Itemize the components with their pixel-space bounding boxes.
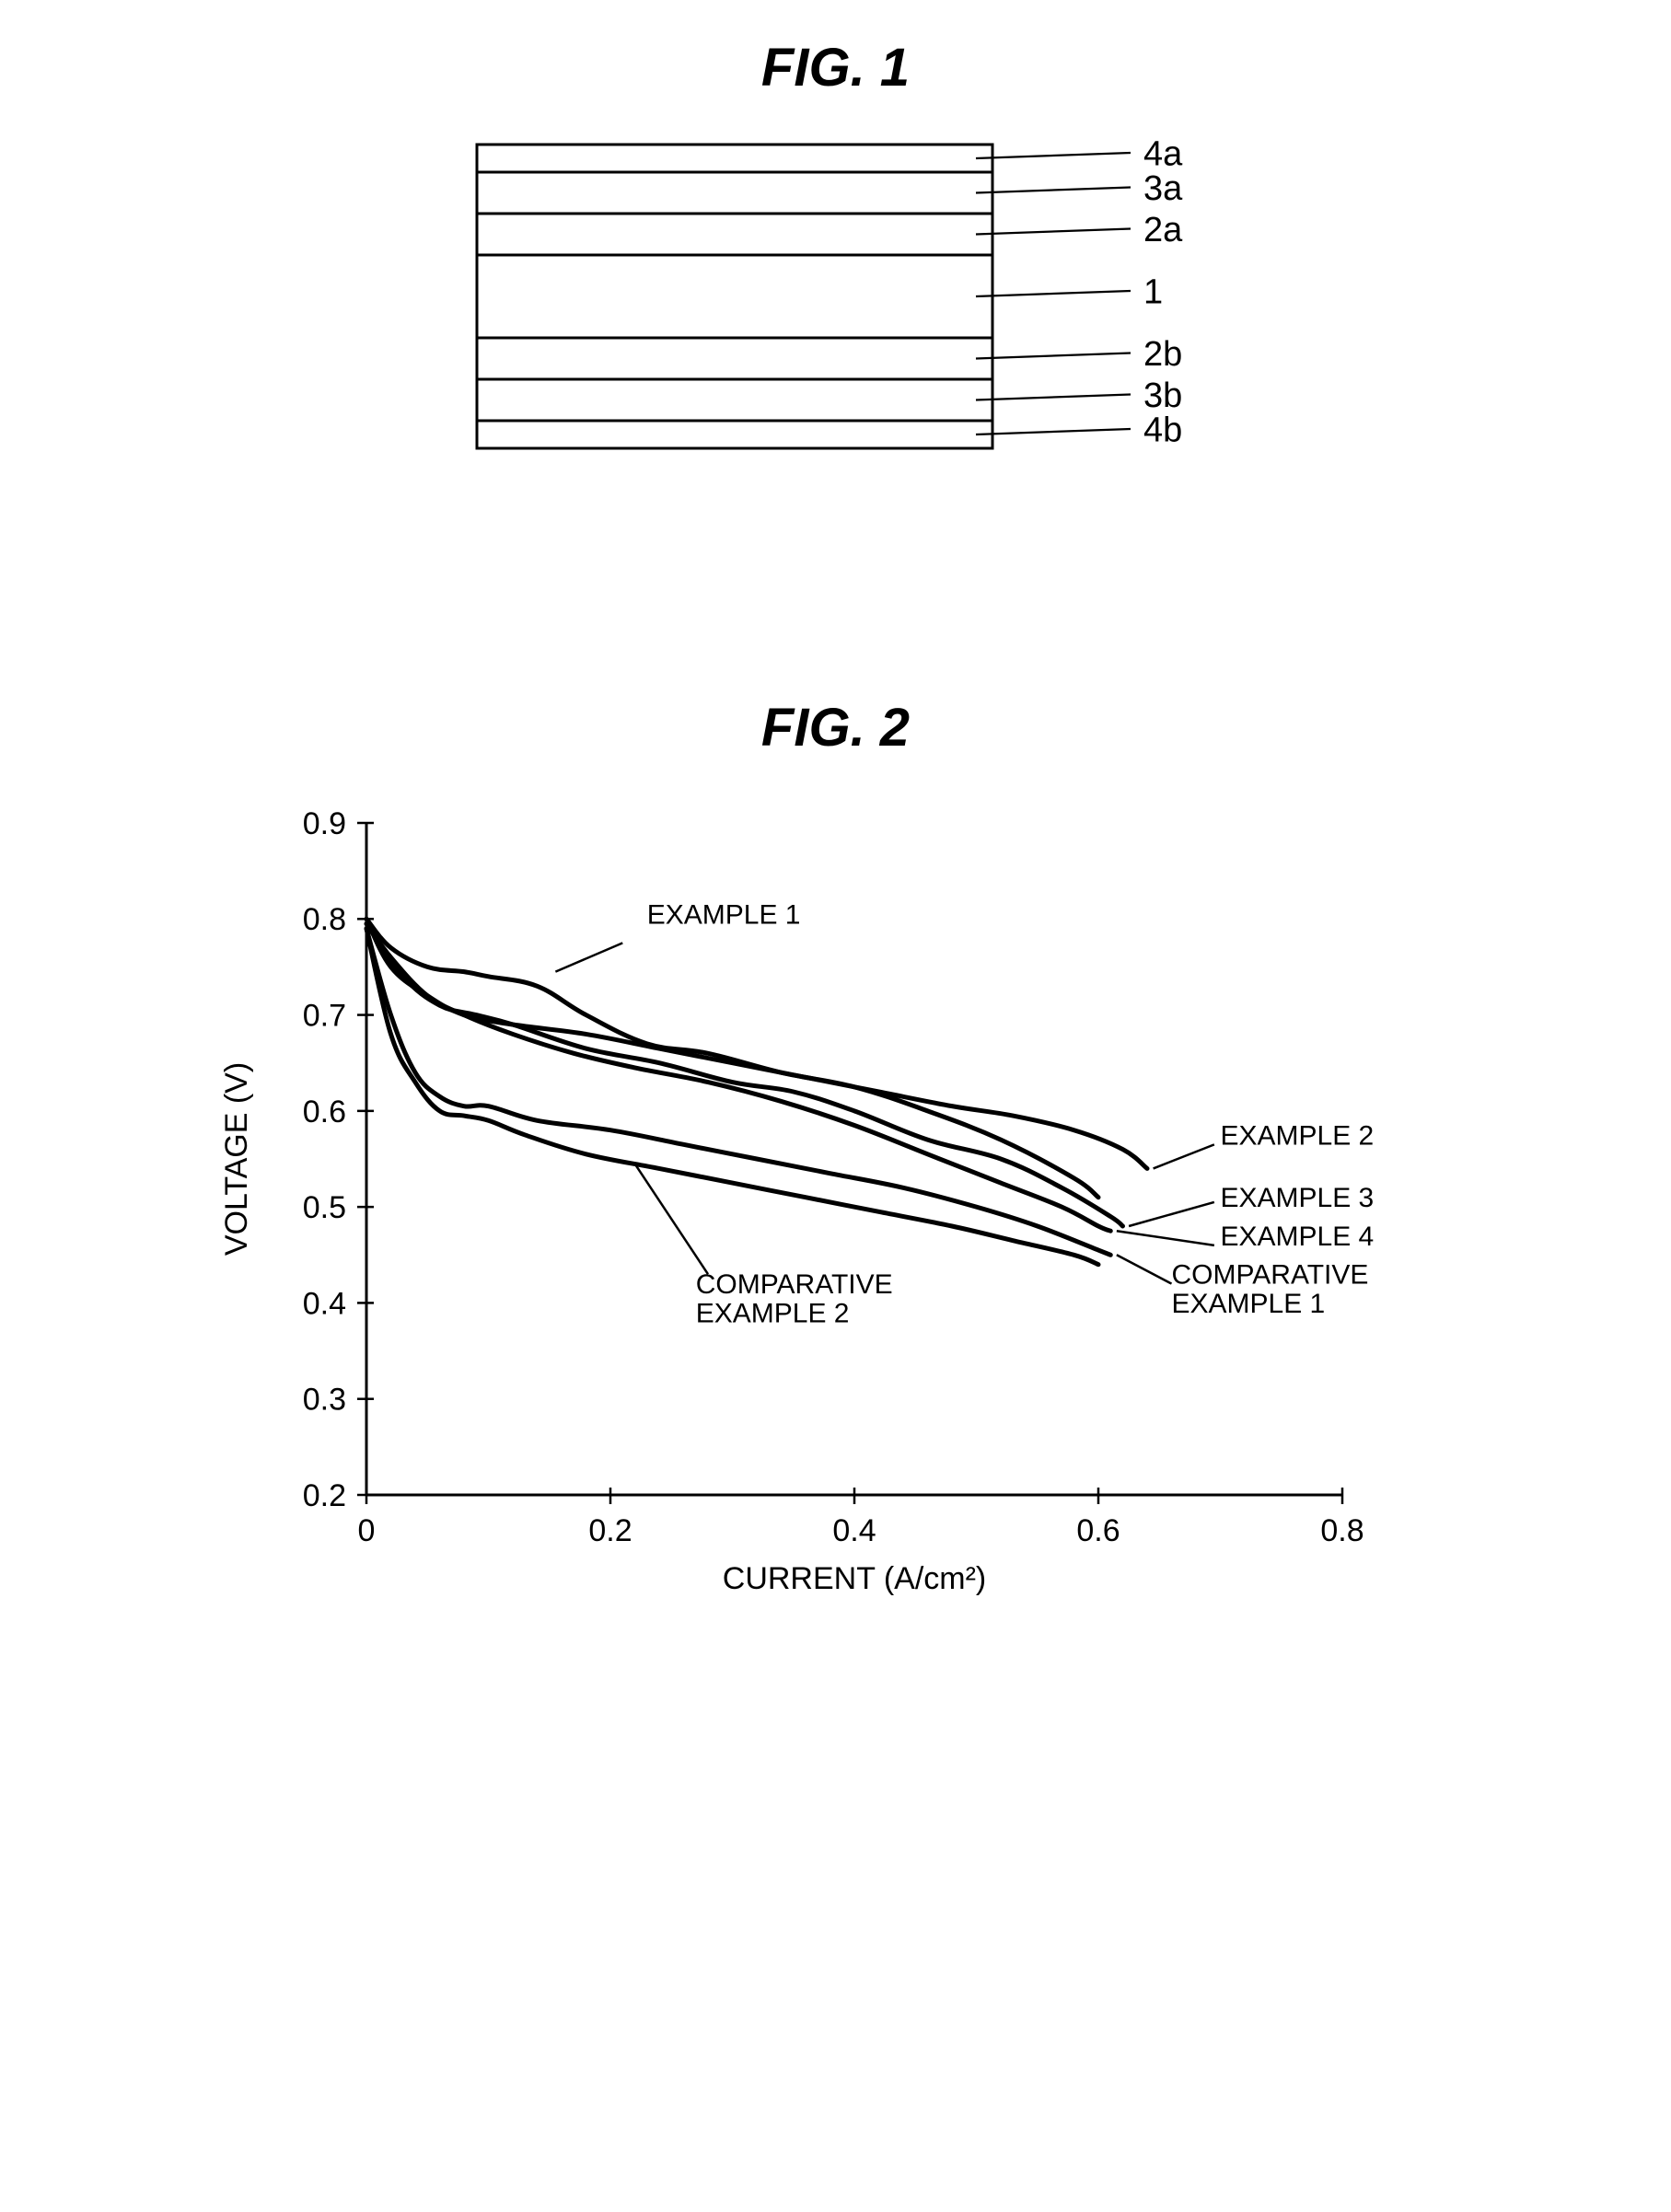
fig1-leader-3a: [976, 188, 1131, 193]
fig1-label-4b: 4b: [1143, 411, 1182, 449]
y-tick-label: 0.9: [302, 806, 345, 841]
fig1-stack-outline: [477, 145, 992, 448]
fig1-leader-4b: [976, 429, 1131, 434]
fig1-label-4a: 4a: [1143, 134, 1183, 173]
fig1-label-2b: 2b: [1143, 335, 1182, 374]
fig1-leader-2b: [976, 353, 1131, 359]
fig2-svg: 0 0.2 0.4 0.6 0.8 0.2 0.3 0.4 0.5 0.6 0.7 0.8 0.9 CUR…: [191, 786, 1480, 1633]
curve-comparative-example-2: [366, 929, 1098, 1265]
fig1-leader-3b: [976, 395, 1131, 400]
label-comparative-example-1: COMPARATIVEEXAMPLE 1: [1171, 1260, 1368, 1320]
y-tick-label: 0.3: [302, 1383, 345, 1418]
fig1-title: FIG. 1: [37, 37, 1634, 98]
x-tick-label: 0.8: [1320, 1513, 1363, 1548]
fig1-leader-2a: [976, 229, 1131, 235]
label-example-1: EXAMPLE 1: [646, 900, 800, 931]
fig1-label-1: 1: [1143, 272, 1163, 311]
label-example-1-leader: [555, 943, 622, 971]
y-tick-label: 0.6: [302, 1094, 345, 1129]
curve-example-3: [366, 924, 1123, 1227]
fig1-label-3a: 3a: [1143, 169, 1183, 208]
label-example-2: EXAMPLE 2: [1220, 1120, 1374, 1151]
fig1-label-2a: 2a: [1143, 211, 1183, 249]
fig1-container: 4a3a2a 1 2b3b4b: [422, 126, 1250, 494]
fig1-label-3b: 3b: [1143, 376, 1182, 415]
y-axis-label: VOLTAGE (V): [219, 1062, 254, 1256]
fig1-leader-1: [976, 291, 1131, 296]
curve-example-2: [366, 919, 1147, 1168]
label-comparative-example-1-leader: [1116, 1255, 1171, 1283]
x-tick-label: 0.2: [588, 1513, 632, 1548]
label-comparative-example-2-leader: [634, 1164, 708, 1274]
x-tick-label: 0.6: [1076, 1513, 1120, 1548]
y-tick-label: 0.7: [302, 998, 345, 1033]
x-axis-label: CURRENT (A/cm²): [722, 1561, 985, 1596]
fig1-svg: 4a3a2a 1 2b3b4b: [422, 126, 1250, 494]
y-tick-label: 0.4: [302, 1286, 345, 1321]
fig2-container: 0 0.2 0.4 0.6 0.8 0.2 0.3 0.4 0.5 0.6 0.7 0.8 0.9 CUR…: [191, 786, 1480, 1633]
label-example-4: EXAMPLE 4: [1220, 1222, 1374, 1252]
fig2-title: FIG. 2: [37, 697, 1634, 759]
label-example-3: EXAMPLE 3: [1220, 1183, 1374, 1213]
label-comparative-example-2: COMPARATIVEEXAMPLE 2: [695, 1269, 892, 1329]
y-tick-label: 0.2: [302, 1478, 345, 1513]
label-example-2-leader: [1153, 1144, 1213, 1168]
y-tick-label: 0.5: [302, 1190, 345, 1225]
x-tick-label: 0.4: [832, 1513, 876, 1548]
label-example-4-leader: [1116, 1231, 1213, 1245]
y-tick-label: 0.8: [302, 902, 345, 937]
x-tick-label: 0: [357, 1513, 375, 1548]
fig1-leader-4a: [976, 153, 1131, 158]
label-example-3-leader: [1129, 1202, 1214, 1226]
